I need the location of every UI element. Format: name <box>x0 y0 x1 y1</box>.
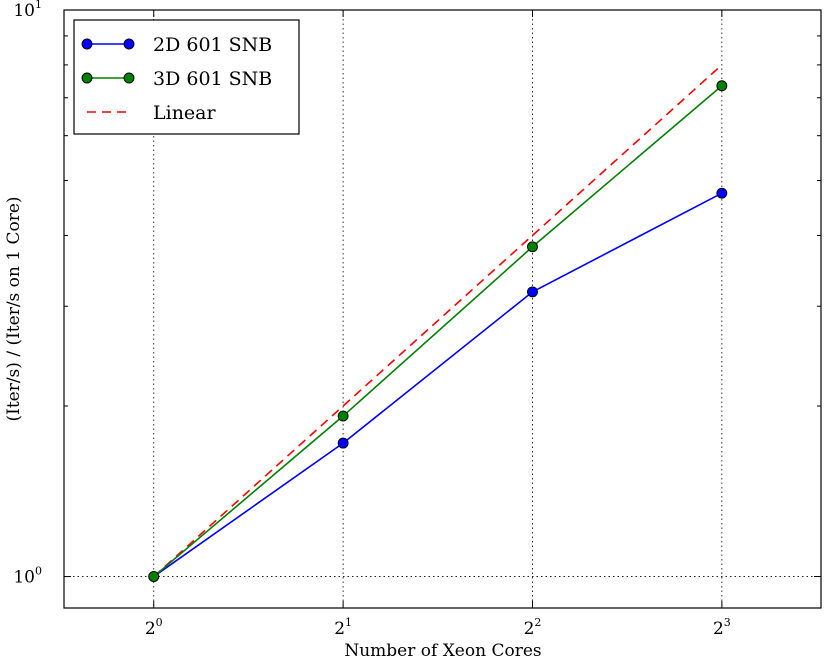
x-tick-label: 21 <box>334 616 352 639</box>
data-point-2d-601-snb <box>527 286 538 298</box>
data-point-3d-601-snb <box>716 80 728 92</box>
legend-label-2d-601-snb: 2D 601 SNB <box>153 34 272 56</box>
data-point-2d-601-snb <box>337 437 349 449</box>
data-point-2d-601-snb <box>716 187 728 199</box>
plot-area-frame <box>63 9 822 609</box>
data-point-3d-601-snb <box>527 241 538 253</box>
y-tick-label: 100 <box>13 565 42 588</box>
data-point-3d-601-snb <box>337 410 349 422</box>
legend: 2D 601 SNB 3D 601 SNB Linear <box>73 19 300 135</box>
legend-label-linear: Linear <box>153 102 217 124</box>
y-tick-label: 101 <box>13 0 42 21</box>
data-point-3d-601-snb <box>148 571 160 582</box>
series-line-3d-601-snb <box>153 85 723 578</box>
y-axis-label: (Iter/s) / (Iter/s on 1 Core) <box>4 196 24 421</box>
x-tick-label: 22 <box>524 616 542 639</box>
series-line-2d-601-snb <box>153 192 723 578</box>
tick-layer: 20 21 22 23 100 101 <box>13 0 821 639</box>
legend-label-3d-601-snb: 3D 601 SNB <box>153 68 272 90</box>
legend-marker-3d-601-snb <box>123 72 135 84</box>
legend-marker-2d-601-snb <box>123 38 135 50</box>
legend-marker-3d-601-snb <box>81 72 93 84</box>
x-axis-label: Number of Xeon Cores <box>344 641 541 660</box>
legend-box <box>73 19 300 135</box>
legend-marker-2d-601-snb <box>81 38 93 50</box>
x-tick-label: 23 <box>713 616 731 639</box>
x-tick-label: 20 <box>145 616 163 639</box>
series-line-linear <box>153 64 723 578</box>
series-layer <box>148 64 728 582</box>
